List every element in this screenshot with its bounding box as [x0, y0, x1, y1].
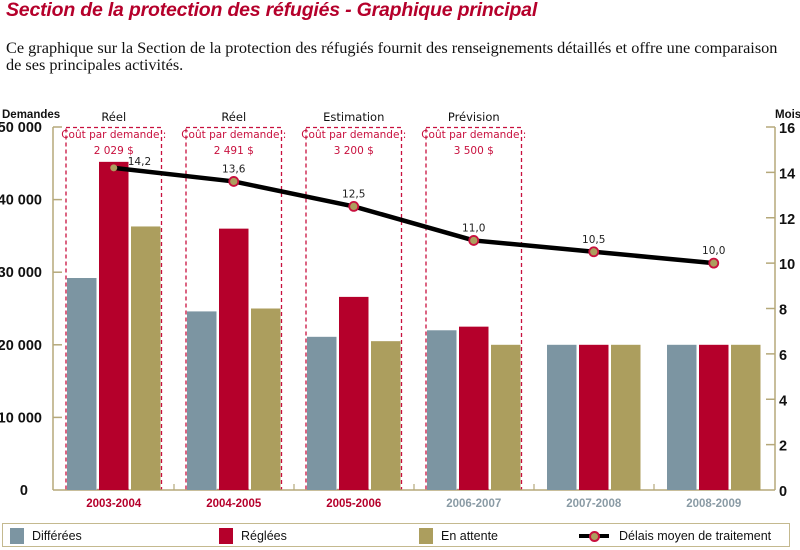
- legend-item-differees: Différées: [10, 527, 82, 544]
- cost-value: 2 491 $: [214, 145, 254, 157]
- bars-layer: [67, 161, 761, 490]
- page-title: Section de la protection des réfugiés - …: [6, 0, 538, 21]
- left-tick-label: 40 000: [0, 193, 42, 209]
- bar-differees: [307, 336, 337, 490]
- x-tick-label: 2006-2007: [446, 498, 501, 510]
- legend-swatch-en-attente: [419, 527, 433, 544]
- chart: Réel Coût par demande : 2 029 $ Réel Coût pa…: [0, 109, 800, 510]
- bar-reglees: [219, 228, 249, 490]
- bar-en-attente: [731, 344, 761, 490]
- bar-differees: [427, 330, 457, 490]
- legend-label-differees: Différées: [32, 528, 82, 543]
- left-tick-label: 20 000: [0, 338, 42, 354]
- legend-label-delais: Délais moyen de traitement: [619, 528, 772, 543]
- legend-item-reglees: Réglées: [219, 527, 287, 544]
- left-tick-label: 50 000: [0, 120, 42, 136]
- bar-reglees: [459, 326, 489, 490]
- bar-en-attente: [611, 344, 641, 490]
- legend-item-delais: Délais moyen de traitement: [579, 527, 771, 544]
- right-axis-title: Mois: [775, 109, 800, 121]
- right-tick-label: 10: [779, 257, 795, 273]
- x-tick-label: 2007-2008: [566, 498, 622, 510]
- right-tick-label: 14: [779, 166, 795, 182]
- line-point: [588, 246, 600, 258]
- x-tick-label: 2008-2009: [686, 498, 741, 510]
- bar-en-attente: [371, 341, 401, 490]
- point-label: 11,0: [462, 222, 485, 234]
- cost-value: 3 500 $: [454, 145, 494, 157]
- legend-swatch-reglees: [219, 527, 233, 544]
- left-tick-label: 10 000: [0, 410, 42, 426]
- bar-reglees: [99, 161, 129, 490]
- legend-line-marker-icon: [579, 528, 609, 544]
- bar-en-attente: [491, 344, 521, 490]
- line-point: [708, 257, 720, 269]
- right-tick-label: 12: [779, 212, 795, 228]
- left-axis-title: Demandes: [2, 109, 60, 121]
- right-tick-label: 6: [779, 348, 787, 364]
- point-label: 10,5: [582, 234, 605, 246]
- intro-paragraph: Ce graphique sur la Section de la protec…: [6, 38, 778, 74]
- bar-differees: [547, 344, 577, 490]
- x-tick-label: 2005-2006: [326, 498, 381, 510]
- point-label: 10,0: [702, 245, 725, 257]
- bar-differees: [67, 278, 97, 490]
- left-tick-label: 0: [20, 483, 28, 499]
- legend-label-reglees: Réglées: [241, 528, 287, 543]
- period-label: Réel: [101, 110, 126, 124]
- right-tick-label: 0: [779, 484, 787, 500]
- right-tick-label: 2: [779, 439, 787, 455]
- right-tick-label: 4: [779, 393, 787, 409]
- bar-en-attente: [251, 308, 281, 490]
- x-tick-label: 2004-2005: [206, 498, 262, 510]
- period-label: Estimation: [323, 110, 384, 124]
- right-tick-label: 16: [779, 121, 795, 137]
- cost-caption: Coût par demande :: [181, 129, 286, 141]
- bar-reglees: [699, 344, 729, 490]
- left-tick-label: 30 000: [0, 265, 42, 281]
- line-point: [228, 176, 240, 187]
- right-tick-label: 8: [779, 303, 787, 319]
- line-layer: 14,2 13,6 12,5 11,0 10,5 10,0: [110, 156, 725, 269]
- cost-value: 3 200 $: [334, 145, 374, 157]
- line-point: [468, 235, 480, 246]
- line-delais: [113, 165, 714, 266]
- legend-swatch-differees: [10, 527, 24, 544]
- x-tick-label: 2003-2004: [86, 498, 142, 510]
- legend-label-en-attente: En attente: [441, 528, 498, 543]
- cost-caption: Coût par demande :: [61, 129, 166, 141]
- point-label: 12,5: [342, 188, 365, 200]
- axes-layer: Demandes Mois 0 10 000 20 000 30 000 40 000 50 …: [0, 109, 800, 510]
- cost-value: 2 029 $: [94, 145, 134, 157]
- point-label: 13,6: [222, 163, 246, 175]
- period-label: Réel: [221, 110, 246, 124]
- period-label: Prévision: [448, 110, 500, 124]
- legend-item-en-attente: En attente: [419, 527, 498, 544]
- bar-en-attente: [131, 226, 161, 490]
- bar-differees: [187, 311, 217, 490]
- legend: Différées Réglées En attente Délais moye…: [2, 523, 790, 547]
- line-point: [348, 201, 360, 212]
- point-label: 14,2: [128, 156, 151, 168]
- cost-caption: Coût par demande :: [421, 129, 526, 141]
- bar-reglees: [579, 344, 609, 490]
- bar-differees: [667, 344, 697, 490]
- bar-reglees: [339, 296, 369, 490]
- line-point: [110, 164, 118, 172]
- cost-caption: Coût par demande :: [301, 129, 406, 141]
